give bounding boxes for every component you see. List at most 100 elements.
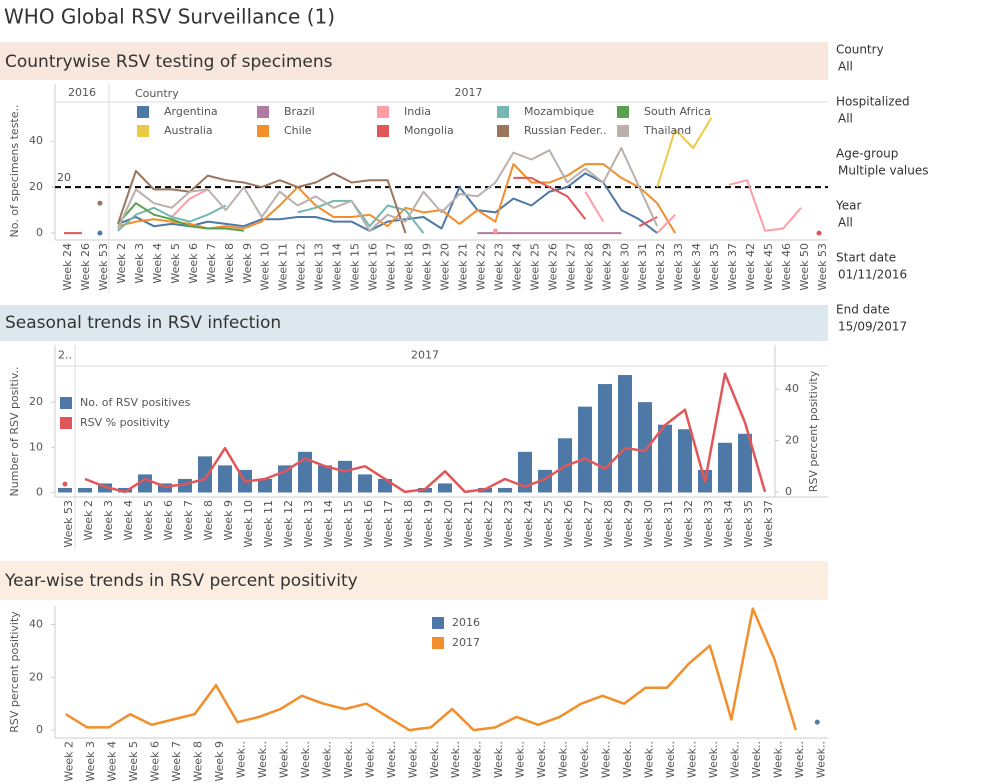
legend-label: Australia [164, 124, 213, 137]
x-tick-label: Week 15 [349, 243, 362, 291]
bar [618, 375, 632, 493]
x-tick-label: Week.. [793, 741, 806, 778]
bar [598, 384, 612, 493]
filter-value: All [838, 216, 853, 230]
y2-tick-label: 40 [785, 382, 799, 395]
x-tick-label: Week 37 [762, 500, 775, 548]
line [116, 147, 659, 232]
legend-swatch [617, 125, 629, 137]
x-tick-label: Week 18 [403, 243, 416, 291]
filter-label: End date [836, 303, 890, 317]
x-tick-label: Week 53 [816, 243, 829, 291]
line [84, 372, 767, 494]
bar [518, 451, 532, 493]
legend-label: Brazil [284, 105, 315, 118]
bar [438, 483, 452, 493]
y-tick-label: 10 [29, 440, 43, 453]
x-tick-label: Week 5 [127, 741, 140, 782]
filter-label: Hospitalized [836, 95, 910, 109]
legend-label: No. of RSV positives [80, 396, 191, 409]
legend-label: Thailand [643, 124, 691, 137]
x-tick-label: Week 35 [708, 243, 721, 291]
x-tick-label: Week.. [750, 741, 763, 778]
x-tick-label: Week.. [342, 741, 355, 778]
bar [258, 478, 272, 493]
x-tick-label: Week 23 [492, 243, 505, 291]
line [584, 191, 605, 223]
line [65, 607, 797, 732]
x-tick-label: Week 29 [622, 500, 635, 548]
x-tick-label: Week.. [578, 741, 591, 778]
legend-label: Chile [284, 124, 312, 137]
line-point [814, 719, 820, 725]
bar [498, 487, 512, 493]
x-tick-label: Week.. [449, 741, 462, 778]
x-tick-label: Week 4 [151, 243, 164, 284]
x-tick-label: Week 22 [474, 243, 487, 291]
x-tick-label: Week 25 [528, 243, 541, 291]
x-tick-label: Week 9 [213, 741, 226, 782]
x-tick-label: Week 11 [262, 500, 275, 548]
legend-swatch [137, 125, 149, 137]
x-tick-label: Week.. [514, 741, 527, 778]
legend-label: Argentina [164, 105, 218, 118]
legend-label: South Africa [644, 105, 711, 118]
y2-axis-title: RSV percent positivity [807, 370, 820, 492]
line-point [816, 230, 822, 236]
legend-swatch [60, 397, 72, 409]
y-tick-label: 0 [36, 226, 43, 239]
bar [58, 487, 72, 493]
x-tick-label: Week 20 [442, 500, 455, 548]
bar [218, 465, 232, 493]
legend-label: Mozambique [524, 105, 594, 118]
line-point [492, 228, 498, 234]
x-tick-label: Week 25 [542, 500, 555, 548]
x-tick-label: Week 33 [702, 500, 715, 548]
legend-swatch [497, 106, 509, 118]
x-tick-label: Week 14 [322, 500, 335, 548]
bar [138, 474, 152, 493]
y-tick-label: 40 [29, 134, 43, 147]
x-tick-label: Week 6 [162, 500, 175, 541]
y2-tick-label: 20 [785, 433, 799, 446]
x-tick-label: Week.. [535, 741, 548, 778]
x-tick-label: Week 5 [142, 500, 155, 541]
x-tick-label: Week 45 [762, 243, 775, 291]
line [297, 199, 425, 234]
legend-swatch [432, 617, 444, 629]
x-tick-label: Week 2 [82, 500, 95, 541]
x-tick-label: Week 30 [618, 243, 631, 291]
legend-swatch [377, 106, 389, 118]
x-tick-label: Week 15 [342, 500, 355, 548]
x-tick-label: Week 19 [422, 500, 435, 548]
x-tick-label: Week 10 [242, 500, 255, 548]
x-tick-label: Week 26 [79, 243, 92, 291]
x-tick-label: Week.. [256, 741, 269, 778]
x-tick-label: Week.. [471, 741, 484, 778]
x-tick-label: Week 12 [295, 243, 308, 291]
x-tick-label: Week.. [492, 741, 505, 778]
legend-label: India [404, 105, 431, 118]
x-tick-label: Week 24 [522, 500, 535, 548]
y-axis-title: RSV percent positivity [8, 611, 21, 733]
legend-label: 2016 [452, 616, 480, 629]
line-point [97, 230, 103, 236]
x-tick-label: Week.. [728, 741, 741, 778]
x-tick-label: Week 46 [780, 243, 793, 291]
x-tick-label: Week 24 [61, 243, 74, 291]
y-axis-title: Number of RSV positiv.. [8, 367, 21, 497]
legend-swatch [60, 417, 72, 429]
legend-swatch [617, 106, 629, 118]
bar [338, 460, 352, 493]
x-tick-label: Week.. [621, 741, 634, 778]
legend-swatch [497, 125, 509, 137]
x-tick-label: Week.. [385, 741, 398, 778]
line [117, 202, 244, 232]
x-tick-label: Week.. [277, 741, 290, 778]
dashboard-title: WHO Global RSV Surveillance (1) [4, 5, 335, 29]
panel-header [0, 42, 828, 80]
bar [78, 487, 92, 493]
x-tick-label: Week 32 [682, 500, 695, 548]
x-tick-label: Week 8 [223, 243, 236, 284]
x-tick-label: Week 33 [672, 243, 685, 291]
